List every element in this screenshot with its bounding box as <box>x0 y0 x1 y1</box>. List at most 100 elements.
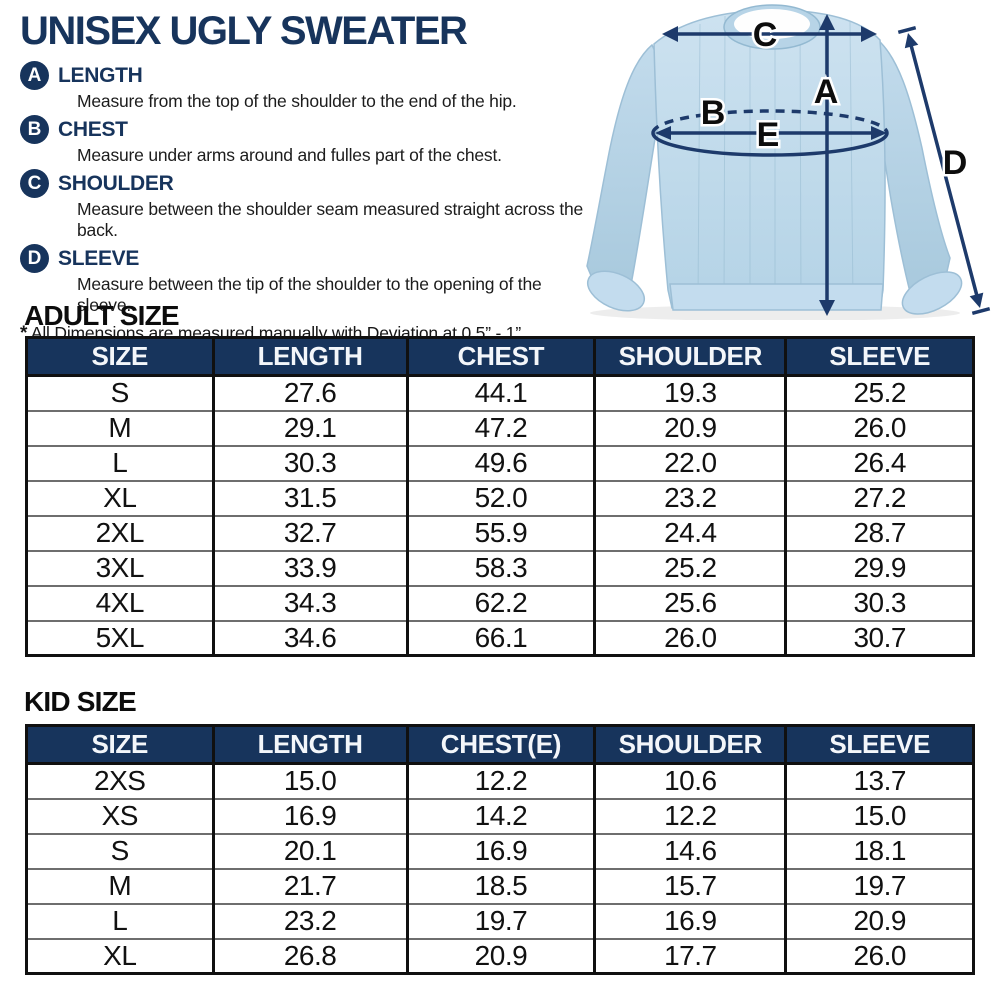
size-cell: 28.7 <box>784 514 974 551</box>
size-cell: 34.3 <box>211 584 408 621</box>
size-cell: 18.1 <box>784 832 974 869</box>
sweater-measure-diagram: C A B E D <box>586 4 991 320</box>
legend-item-sleeve: D SLEEVE Measure between the tip of the … <box>20 243 595 316</box>
size-cell: 12.2 <box>405 763 595 799</box>
size-cell: 31.5 <box>211 479 408 516</box>
size-cell: 44.1 <box>405 375 595 411</box>
size-cell: XL <box>26 479 214 516</box>
table-row: L 30.3 49.6 22.0 26.4 <box>26 444 974 481</box>
legend-description: Measure under arms around and fulles par… <box>77 145 502 165</box>
size-cell: 26.0 <box>784 409 974 446</box>
table-header-row: SIZE LENGTH CHEST SHOULDER SLEEVE <box>26 337 974 377</box>
table-row: 2XL 32.7 55.9 24.4 28.7 <box>26 514 974 551</box>
neck-opening <box>734 9 810 39</box>
size-cell: 4XL <box>26 584 214 621</box>
column-header: CHEST <box>405 337 595 377</box>
size-cell: 33.9 <box>211 549 408 586</box>
size-cell: 30.3 <box>211 444 408 481</box>
size-cell: 27.2 <box>784 479 974 516</box>
size-cell: S <box>26 832 214 869</box>
size-cell: 66.1 <box>405 619 595 656</box>
table-row: 5XL 34.6 66.1 26.0 30.7 <box>26 619 974 656</box>
size-cell: 20.1 <box>211 832 408 869</box>
table-row: 3XL 33.9 58.3 25.2 29.9 <box>26 549 974 586</box>
right-cuff <box>901 271 963 315</box>
column-header: SIZE <box>26 337 214 377</box>
left-sleeve <box>586 43 662 295</box>
letter-c-badge: C <box>20 169 49 198</box>
legend-item-shoulder: C SHOULDER Measure between the shoulder … <box>20 168 595 241</box>
letter-a-badge: A <box>20 61 49 90</box>
measure-guide: UNISEX UGLY SWEATER A LENGTH Measure fro… <box>20 8 595 345</box>
size-cell: 29.1 <box>211 409 408 446</box>
size-cell: 32.7 <box>211 514 408 551</box>
size-cell: 16.9 <box>405 832 595 869</box>
table-row: XL 31.5 52.0 23.2 27.2 <box>26 479 974 516</box>
legend-description: Measure from the top of the shoulder to … <box>77 91 517 111</box>
shoulder-measure-arrow <box>662 26 877 42</box>
size-cell: 25.6 <box>593 584 786 621</box>
legend-description: Measure between the tip of the shoulder … <box>77 274 542 315</box>
size-cell: L <box>26 444 214 481</box>
size-cell: 10.6 <box>593 763 786 799</box>
size-cell: L <box>26 902 214 939</box>
size-cell: XL <box>26 937 214 974</box>
size-cell: 27.6 <box>211 375 408 411</box>
size-cell: 20.9 <box>784 902 974 939</box>
size-cell: 55.9 <box>405 514 595 551</box>
size-cell: 25.2 <box>784 375 974 411</box>
right-sleeve <box>875 38 951 296</box>
column-header: SIZE <box>26 725 214 765</box>
size-cell: 2XL <box>26 514 214 551</box>
letter-b-badge: B <box>20 115 49 144</box>
legend-head: A LENGTH <box>20 60 595 91</box>
legend-head: B CHEST <box>20 114 595 145</box>
legend-description: Measure between the shoulder seam measur… <box>77 199 584 240</box>
size-cell: 26.0 <box>784 937 974 974</box>
chest-measure-ellipse <box>651 109 889 157</box>
size-cell: 2XS <box>94 765 146 797</box>
size-cell: 18.5 <box>405 867 595 904</box>
size-cell: 23.2 <box>593 479 786 516</box>
size-cell: 29.9 <box>784 549 974 586</box>
table-row: XS 16.9 14.2 12.2 15.0 <box>26 797 974 834</box>
size-cell: 14.6 <box>593 832 786 869</box>
size-cell: 5XL <box>26 619 214 656</box>
kid-table-body: 2XS 15.0 12.2 10.6 13.7 XS 16.9 14.2 12.2 15.0 S 20… <box>26 763 974 974</box>
size-cell: 26.0 <box>593 619 786 656</box>
table-row: M 29.1 47.2 20.9 26.0 <box>26 409 974 446</box>
legend-head: C SHOULDER <box>20 168 595 199</box>
chest-letter-label: B <box>701 94 726 132</box>
size-cell: 26.4 <box>784 444 974 481</box>
left-cuff <box>586 270 646 312</box>
size-cell: 14.2 <box>405 797 595 834</box>
size-cell: 16.9 <box>593 902 786 939</box>
size-cell: 22.0 <box>593 444 786 481</box>
legend-label: SLEEVE <box>58 246 140 270</box>
shoulder-letter-label: C <box>753 16 778 54</box>
rib-texture <box>697 11 854 307</box>
kid-size-table: SIZE LENGTH CHEST(E) SHOULDER SLEEVE 2XS 15.0… <box>25 724 975 975</box>
size-cell: M <box>26 409 214 446</box>
size-cell: 34.6 <box>211 619 408 656</box>
kid-table-header: SIZE LENGTH CHEST(E) SHOULDER SLEEVE <box>26 725 974 765</box>
hem-band <box>669 283 884 311</box>
size-cell: 19.7 <box>405 902 595 939</box>
size-cell: 30.7 <box>784 619 974 656</box>
column-header: SHOULDER <box>593 337 786 377</box>
adult-table-body: S 27.6 44.1 19.3 25.2 M 29.1 47.2 20.9 26.0 L 30.3 4… <box>26 375 974 656</box>
note-asterisk: * <box>20 323 28 344</box>
size-cell: 3XL <box>26 549 214 586</box>
column-header: SLEEVE <box>784 337 974 377</box>
size-cell: 24.4 <box>593 514 786 551</box>
size-cell: 58.3 <box>405 549 595 586</box>
legend-item-chest: B CHEST Measure under arms around and fu… <box>20 114 595 166</box>
size-cell: 25.2 <box>593 549 786 586</box>
size-cell: 20.9 <box>593 409 786 446</box>
size-cell: 15.7 <box>593 867 786 904</box>
size-cell: S <box>110 377 130 409</box>
length-measure-arrow <box>819 14 835 316</box>
size-cell: 12.2 <box>593 797 786 834</box>
width-measure-arrow <box>655 126 887 140</box>
